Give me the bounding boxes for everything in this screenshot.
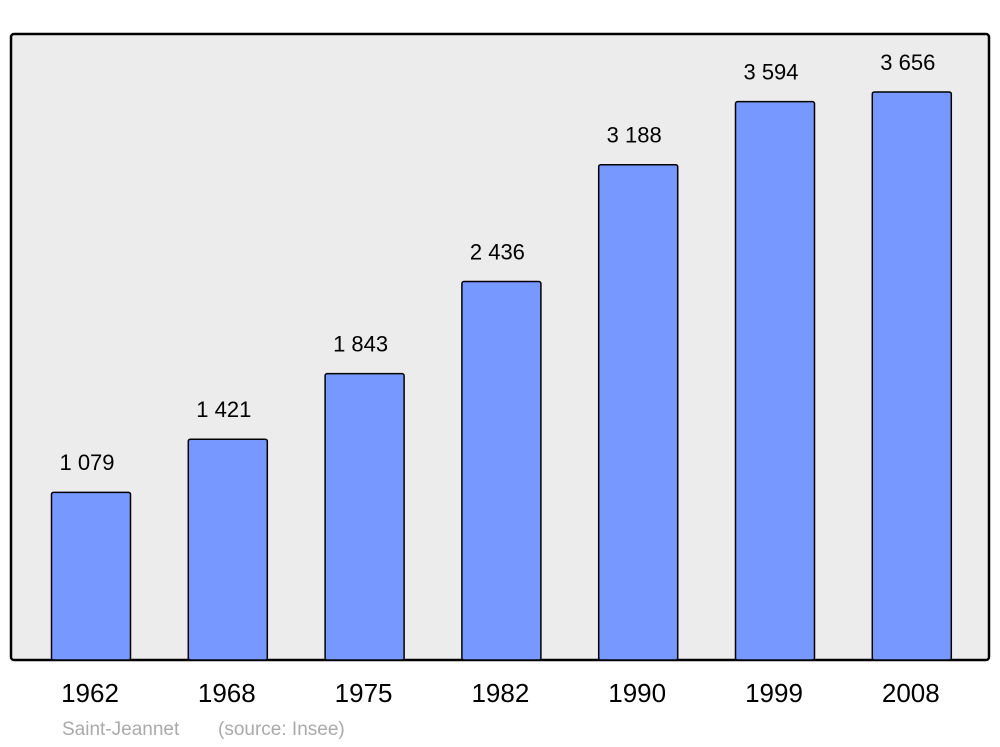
x-tick-label: 1975	[335, 678, 393, 708]
value-label: 1 843	[333, 331, 388, 356]
value-label: 2 436	[470, 239, 525, 264]
value-label: 3 656	[880, 50, 935, 75]
x-tick-label: 1999	[745, 678, 803, 708]
bar	[871, 91, 953, 661]
bar	[734, 100, 816, 661]
value-label: 3 594	[743, 59, 798, 84]
value-label: 3 188	[607, 123, 662, 148]
x-tick-label: 1990	[608, 678, 666, 708]
x-tick-label: 1982	[471, 678, 529, 708]
x-tick-label: 2008	[882, 678, 940, 708]
source-note: (source: Insee)	[218, 719, 345, 740]
value-label: 1 079	[59, 450, 114, 475]
bar	[50, 491, 132, 661]
x-tick-label: 1962	[61, 678, 119, 708]
bar	[324, 372, 405, 661]
bar	[461, 280, 542, 661]
value-label: 1 421	[196, 397, 251, 422]
place-name: Saint-Jeannet	[62, 719, 180, 740]
x-tick-label: 1968	[198, 678, 256, 708]
bar	[187, 438, 269, 661]
bar	[597, 163, 679, 661]
